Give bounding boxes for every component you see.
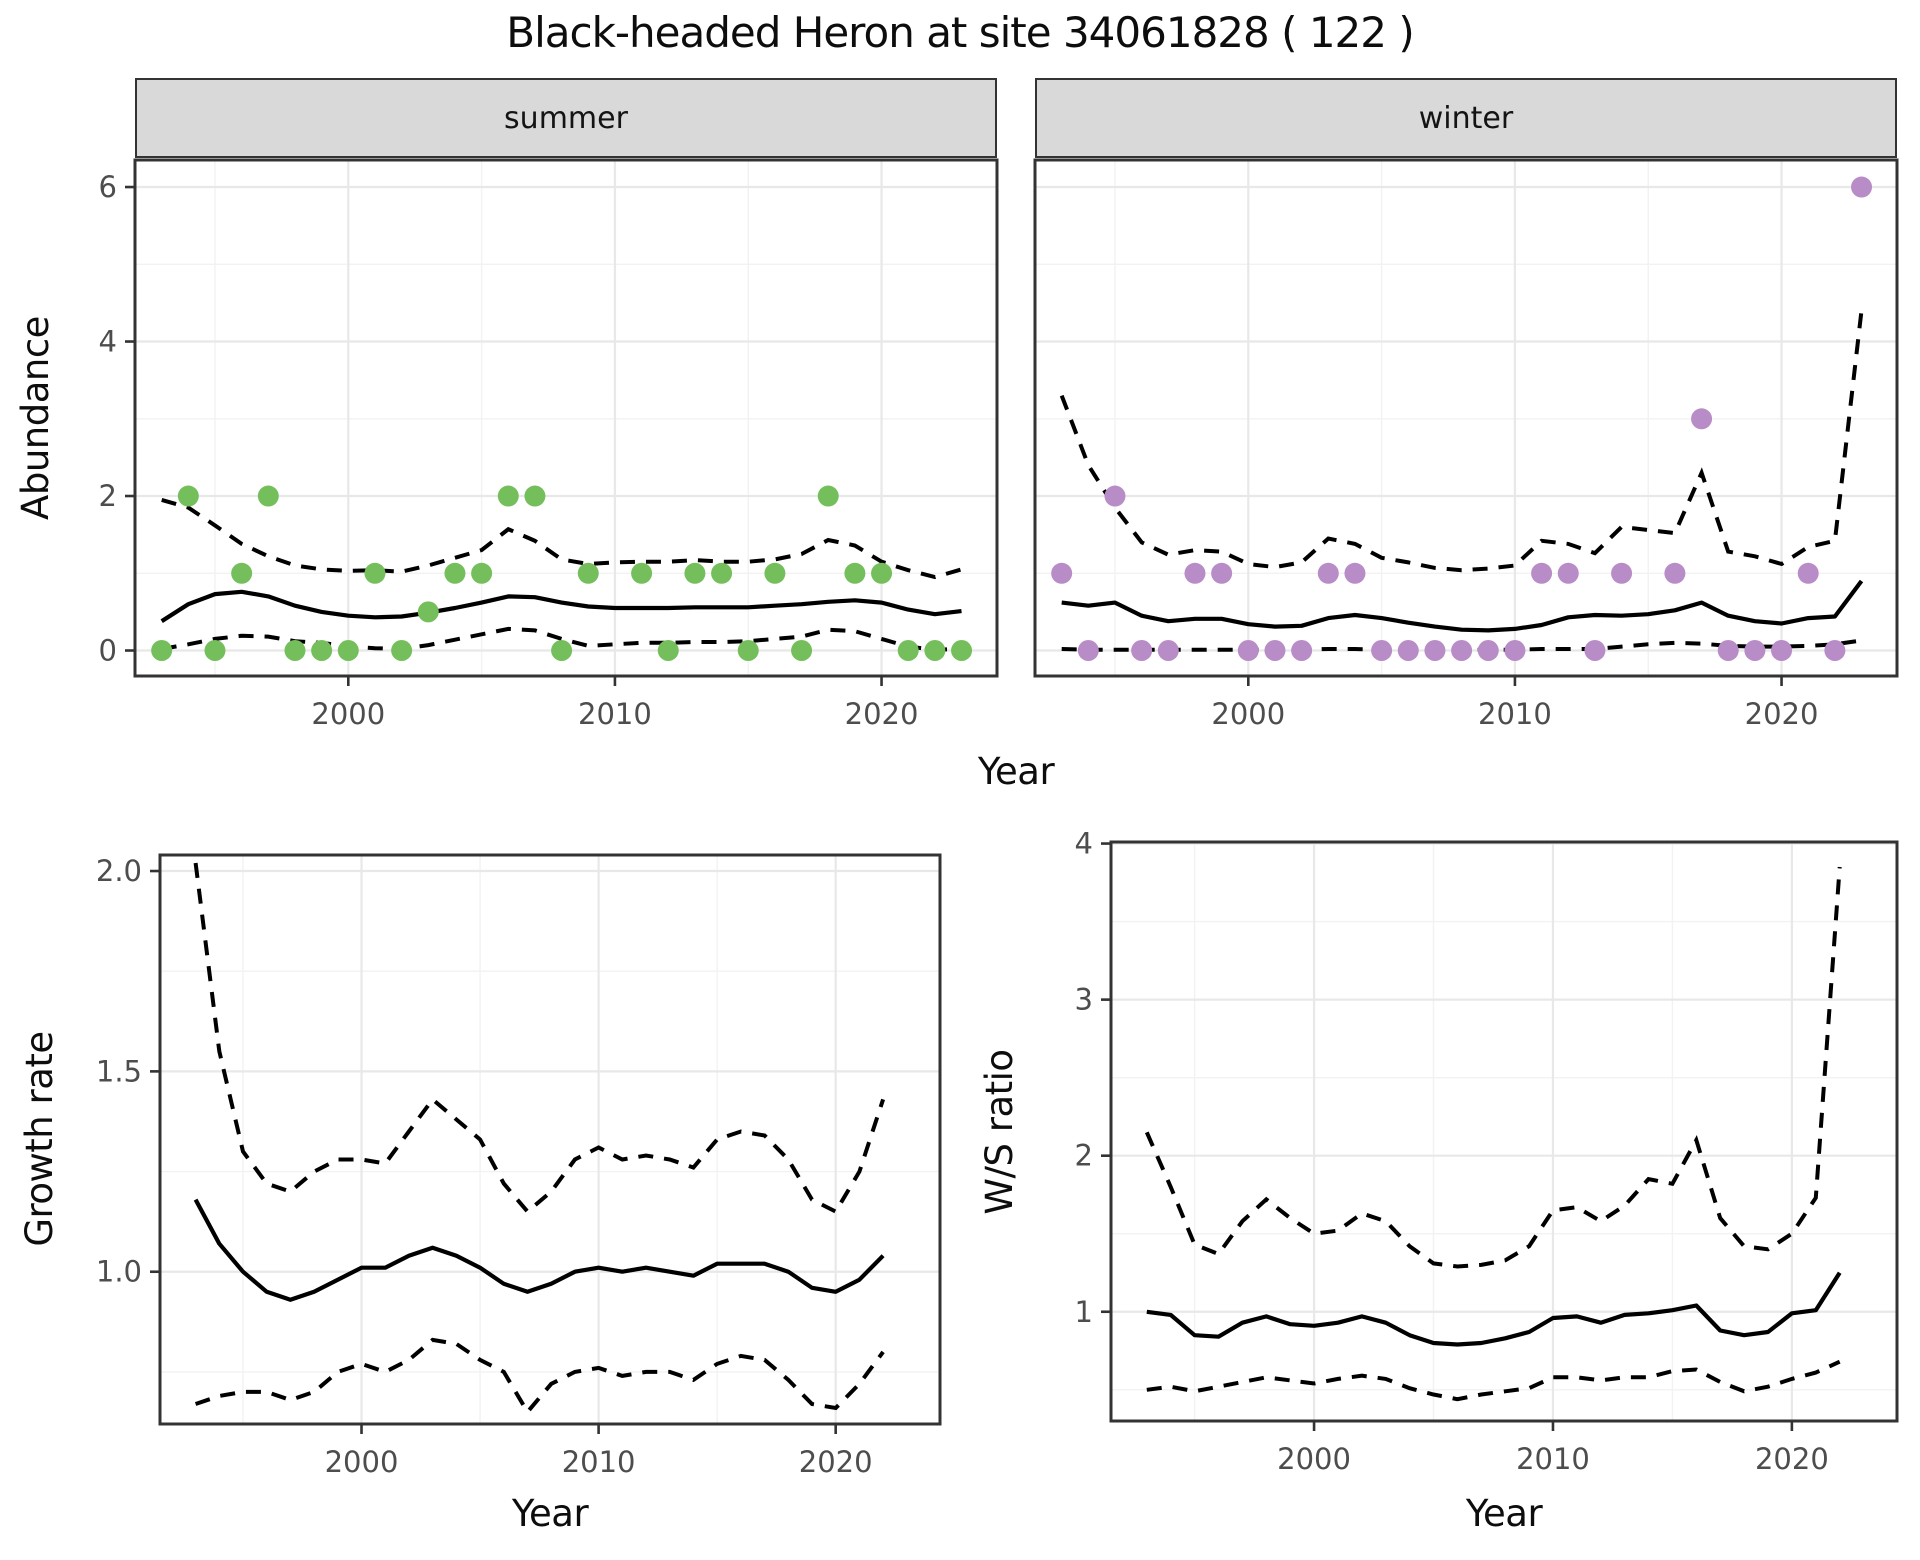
y-axis-title-growth-rate: Growth rate	[18, 1031, 61, 1247]
y-axis-title-abundance: Abundance	[14, 316, 57, 520]
svg-text:2000: 2000	[1211, 697, 1285, 731]
svg-text:2010: 2010	[1516, 1442, 1590, 1476]
panel-growth-rate: 2000 2010 2020 1.0 1.5 2.0	[96, 853, 942, 1479]
svg-text:2020: 2020	[1745, 697, 1819, 731]
svg-text:1.5: 1.5	[96, 1054, 142, 1088]
svg-text:2000: 2000	[311, 697, 385, 731]
svg-text:6: 6	[99, 170, 117, 204]
svg-text:2020: 2020	[845, 697, 919, 731]
svg-text:2010: 2010	[578, 697, 652, 731]
svg-text:3: 3	[1075, 983, 1093, 1017]
panel-ws-ratio: 2000 2010 2020 1 2 3 4	[1075, 827, 1899, 1476]
svg-text:2020: 2020	[799, 1445, 873, 1479]
x-axis-title-year-bottom-right: Year	[1465, 1492, 1543, 1535]
svg-text:2010: 2010	[562, 1445, 636, 1479]
facet-strip-winter: winter	[1035, 78, 1897, 158]
facet-strip-winter-label: winter	[1418, 100, 1514, 136]
svg-text:2010: 2010	[1478, 697, 1552, 731]
svg-text:1.0: 1.0	[96, 1255, 142, 1289]
svg-text:1: 1	[1075, 1295, 1093, 1329]
svg-text:2: 2	[1075, 1139, 1093, 1173]
svg-text:2020: 2020	[1755, 1442, 1829, 1476]
svg-text:4: 4	[99, 325, 117, 359]
svg-text:2000: 2000	[1277, 1442, 1351, 1476]
svg-text:2.0: 2.0	[96, 854, 142, 888]
svg-text:4: 4	[1075, 827, 1093, 861]
svg-text:0: 0	[99, 634, 117, 668]
svg-text:2000: 2000	[325, 1445, 399, 1479]
facet-strip-summer-label: summer	[504, 100, 628, 136]
panel-abundance-winter: 2000 2010 2020	[1033, 158, 1899, 731]
svg-text:2: 2	[99, 479, 117, 513]
figure-title: Black-headed Heron at site 34061828 ( 12…	[506, 8, 1414, 57]
y-axis-title-ws-ratio: W/S ratio	[978, 1049, 1021, 1215]
x-axis-title-year-top: Year	[977, 750, 1055, 793]
x-axis-title-year-bottom-left: Year	[511, 1492, 589, 1535]
facet-strip-summer: summer	[135, 78, 997, 158]
panel-abundance-summer: 2000 2010 2020 0 2 4 6	[99, 158, 999, 731]
